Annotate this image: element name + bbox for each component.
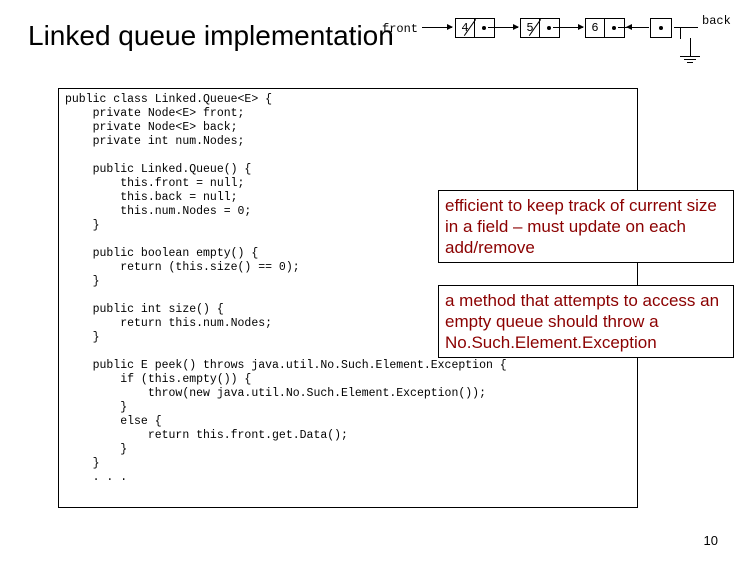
node-3-value: 6 (586, 19, 605, 37)
node-1-ptr (475, 19, 494, 37)
back-label: back (702, 14, 731, 28)
arrow-2-3 (553, 27, 583, 28)
slide-title: Linked queue implementation (28, 20, 394, 52)
node-3: 6 (585, 18, 625, 38)
front-label: front (382, 22, 418, 36)
ground-symbol (680, 38, 700, 63)
annotation-size-field: efficient to keep track of current size … (438, 190, 734, 263)
front-arrow (422, 27, 452, 28)
back-arrow-to-node (627, 27, 649, 28)
page-number: 10 (704, 533, 718, 548)
node-2-ptr (540, 19, 559, 37)
annotation-exception: a method that attempts to access an empt… (438, 285, 734, 358)
back-arrow-seg1 (674, 27, 698, 28)
back-ptr-box (650, 18, 672, 38)
node-3-ptr (605, 19, 624, 37)
arrow-1-2 (488, 27, 518, 28)
